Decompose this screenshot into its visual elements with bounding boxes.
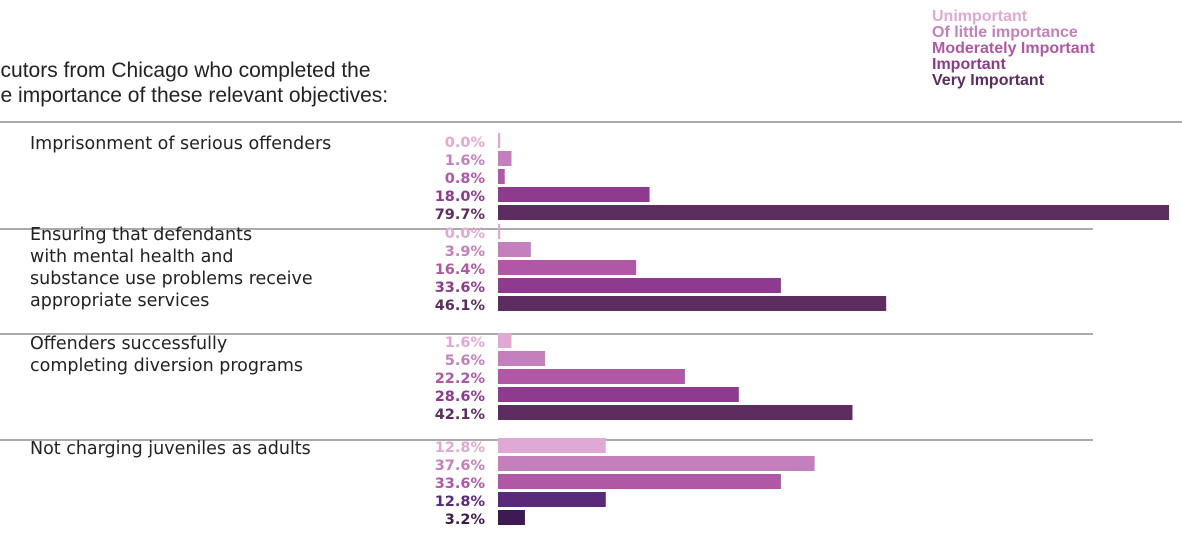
legend-unimportant: Unimportant bbox=[932, 8, 1028, 25]
category-label: Offenders successfully bbox=[30, 334, 227, 354]
category-label: Not charging juveniles as adults bbox=[30, 439, 311, 459]
bar bbox=[498, 133, 501, 148]
bar bbox=[498, 169, 505, 184]
category-label: completing diversion programs bbox=[30, 356, 303, 376]
value-label: 12.8% bbox=[435, 494, 486, 510]
value-label: 12.8% bbox=[435, 440, 486, 456]
intro-line-2: ted the importance of these relevant obj… bbox=[0, 84, 389, 107]
value-label: 1.6% bbox=[445, 153, 486, 169]
bar bbox=[498, 438, 606, 453]
category-label: with mental health and bbox=[30, 247, 234, 267]
value-label: 3.9% bbox=[445, 244, 486, 260]
legend-very-important: Very Important bbox=[932, 72, 1045, 89]
value-label: 16.4% bbox=[435, 262, 486, 278]
bar bbox=[498, 224, 501, 239]
value-label: 42.1% bbox=[435, 407, 486, 423]
value-label: 79.7% bbox=[435, 207, 486, 223]
bar bbox=[498, 456, 815, 471]
legend-moderately-important: Moderately Important bbox=[932, 40, 1095, 57]
bar bbox=[498, 510, 525, 525]
value-label: 22.2% bbox=[435, 371, 486, 387]
bar bbox=[498, 260, 637, 275]
value-label: 0.0% bbox=[445, 226, 486, 242]
value-label: 33.6% bbox=[435, 476, 486, 492]
bar bbox=[498, 405, 853, 420]
bar bbox=[498, 369, 685, 384]
value-label: 0.0% bbox=[445, 135, 486, 151]
intro-line-1: prosecutors from Chicago who completed t… bbox=[0, 59, 371, 82]
legend: Unimportant Of little importance Moderat… bbox=[932, 9, 1095, 89]
value-label: 0.8% bbox=[445, 171, 486, 187]
legend-of-little-importance: Of little importance bbox=[932, 24, 1078, 41]
value-label: 28.6% bbox=[435, 389, 486, 405]
bar bbox=[498, 187, 650, 202]
value-label: 1.6% bbox=[445, 335, 486, 351]
value-label: 18.0% bbox=[435, 189, 486, 205]
bar bbox=[498, 296, 887, 311]
category-label: Imprisonment of serious offenders bbox=[30, 134, 331, 154]
category-label: appropriate services bbox=[30, 291, 209, 311]
bar bbox=[498, 278, 781, 293]
bar bbox=[498, 351, 546, 366]
bar bbox=[498, 492, 606, 507]
value-label: 46.1% bbox=[435, 298, 486, 314]
intro-text: prosecutors from Chicago who completed t… bbox=[0, 58, 388, 108]
bar bbox=[498, 242, 531, 257]
value-label: 37.6% bbox=[435, 458, 486, 474]
category-label: substance use problems receive bbox=[30, 269, 313, 289]
bar bbox=[498, 474, 781, 489]
bar bbox=[498, 205, 1170, 220]
bar bbox=[498, 333, 512, 348]
value-label: 3.2% bbox=[445, 512, 486, 528]
value-label: 5.6% bbox=[445, 353, 486, 369]
category-label: Ensuring that defendants bbox=[30, 225, 252, 245]
bar bbox=[498, 387, 739, 402]
bar bbox=[498, 151, 512, 166]
legend-important: Important bbox=[932, 56, 1006, 73]
value-label: 33.6% bbox=[435, 280, 486, 296]
